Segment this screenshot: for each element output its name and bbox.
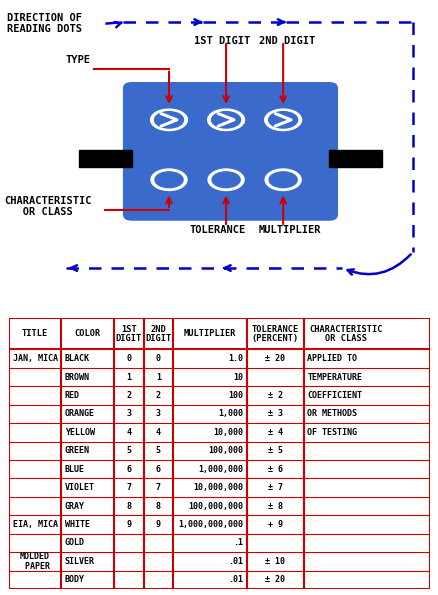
Text: SILVER: SILVER xyxy=(65,557,95,566)
Text: ± 20: ± 20 xyxy=(265,575,285,584)
Ellipse shape xyxy=(212,172,240,187)
Text: EIA, MICA: EIA, MICA xyxy=(13,520,57,529)
Text: MOLDED
 PAPER: MOLDED PAPER xyxy=(20,552,50,571)
Ellipse shape xyxy=(208,169,244,190)
Text: 4: 4 xyxy=(155,428,160,437)
Text: 2ND DIGIT: 2ND DIGIT xyxy=(259,36,315,46)
Text: YELLOW: YELLOW xyxy=(65,428,95,437)
Text: ± 10: ± 10 xyxy=(265,557,285,566)
Text: .01: .01 xyxy=(228,557,243,566)
Ellipse shape xyxy=(211,112,240,128)
Text: 1,000,000: 1,000,000 xyxy=(198,465,243,474)
Text: 1,000: 1,000 xyxy=(218,409,243,418)
Text: 2: 2 xyxy=(155,391,160,400)
Ellipse shape xyxy=(154,112,183,128)
Text: 7: 7 xyxy=(126,483,131,492)
Bar xyxy=(79,150,131,167)
Text: 9: 9 xyxy=(126,520,131,529)
Text: TOLERANCE: TOLERANCE xyxy=(189,226,245,236)
Text: 1.0: 1.0 xyxy=(228,354,243,363)
Text: 2ND
DIGIT: 2ND DIGIT xyxy=(145,324,171,343)
Text: .1: .1 xyxy=(233,538,243,547)
Ellipse shape xyxy=(207,109,244,130)
FancyBboxPatch shape xyxy=(123,82,337,221)
Text: TEMPERATURE: TEMPERATURE xyxy=(307,372,361,381)
Text: 0: 0 xyxy=(155,354,160,363)
Text: ± 7: ± 7 xyxy=(267,483,282,492)
Text: ± 3: ± 3 xyxy=(267,409,282,418)
Text: ± 6: ± 6 xyxy=(267,465,282,474)
Text: 3: 3 xyxy=(126,409,131,418)
Text: CHARACTERISTIC
   OR CLASS: CHARACTERISTIC OR CLASS xyxy=(4,196,92,217)
Text: ± 8: ± 8 xyxy=(267,502,282,511)
Text: 1: 1 xyxy=(126,372,131,381)
Text: 4: 4 xyxy=(126,428,131,437)
Ellipse shape xyxy=(268,112,297,128)
Text: 100,000: 100,000 xyxy=(208,446,243,455)
Text: 5: 5 xyxy=(155,446,160,455)
Text: 6: 6 xyxy=(126,465,131,474)
Text: 0: 0 xyxy=(126,354,131,363)
Text: 2: 2 xyxy=(126,391,131,400)
Text: 9: 9 xyxy=(155,520,160,529)
Text: GOLD: GOLD xyxy=(65,538,85,547)
Text: ± 5: ± 5 xyxy=(267,446,282,455)
Ellipse shape xyxy=(265,169,300,190)
Text: 10: 10 xyxy=(233,372,243,381)
Text: 6: 6 xyxy=(155,465,160,474)
Text: 8: 8 xyxy=(155,502,160,511)
Text: GREEN: GREEN xyxy=(65,446,90,455)
Text: ORANGE: ORANGE xyxy=(65,409,95,418)
Text: RED: RED xyxy=(65,391,80,400)
Text: COLOR: COLOR xyxy=(74,330,101,339)
Text: 1,000,000,000: 1,000,000,000 xyxy=(178,520,243,529)
Text: .01: .01 xyxy=(228,575,243,584)
Text: + 9: + 9 xyxy=(267,520,282,529)
Ellipse shape xyxy=(155,172,183,187)
Text: 10,000: 10,000 xyxy=(213,428,243,437)
Text: 1ST
DIGIT: 1ST DIGIT xyxy=(116,324,141,343)
Text: ± 4: ± 4 xyxy=(267,428,282,437)
Text: 1: 1 xyxy=(155,372,160,381)
Text: BLUE: BLUE xyxy=(65,465,85,474)
Text: MULTIPLIER: MULTIPLIER xyxy=(258,226,320,236)
Text: MULTIPLIER: MULTIPLIER xyxy=(184,330,236,339)
Ellipse shape xyxy=(151,169,187,190)
Text: 10,000,000: 10,000,000 xyxy=(193,483,243,492)
Text: VIOLET: VIOLET xyxy=(65,483,95,492)
Text: 1ST DIGIT: 1ST DIGIT xyxy=(193,36,249,46)
Text: COEFFICIENT: COEFFICIENT xyxy=(307,391,361,400)
Text: APPLIED TO: APPLIED TO xyxy=(307,354,357,363)
Text: JAN, MICA: JAN, MICA xyxy=(13,354,57,363)
Text: BLACK: BLACK xyxy=(65,354,90,363)
Text: OR METHODS: OR METHODS xyxy=(307,409,357,418)
Ellipse shape xyxy=(264,109,301,130)
Text: BROWN: BROWN xyxy=(65,372,90,381)
Text: DIRECTION OF
READING DOTS: DIRECTION OF READING DOTS xyxy=(7,12,81,35)
Text: CHARACTERISTIC
OR CLASS: CHARACTERISTIC OR CLASS xyxy=(308,324,382,343)
Text: 3: 3 xyxy=(155,409,160,418)
Text: 8: 8 xyxy=(126,502,131,511)
Text: 100: 100 xyxy=(228,391,243,400)
Text: 7: 7 xyxy=(155,483,160,492)
Text: TOLERANCE
(PERCENT): TOLERANCE (PERCENT) xyxy=(251,324,298,343)
Text: TYPE: TYPE xyxy=(66,55,91,65)
Text: WHITE: WHITE xyxy=(65,520,90,529)
Text: ± 20: ± 20 xyxy=(265,354,285,363)
Text: ± 2: ± 2 xyxy=(267,391,282,400)
Ellipse shape xyxy=(268,172,297,187)
Text: OF TESTING: OF TESTING xyxy=(307,428,357,437)
Text: BODY: BODY xyxy=(65,575,85,584)
Text: 100,000,000: 100,000,000 xyxy=(188,502,243,511)
Text: 5: 5 xyxy=(126,446,131,455)
Ellipse shape xyxy=(150,109,187,130)
Bar xyxy=(328,150,381,167)
Text: TITLE: TITLE xyxy=(22,330,48,339)
Text: GRAY: GRAY xyxy=(65,502,85,511)
